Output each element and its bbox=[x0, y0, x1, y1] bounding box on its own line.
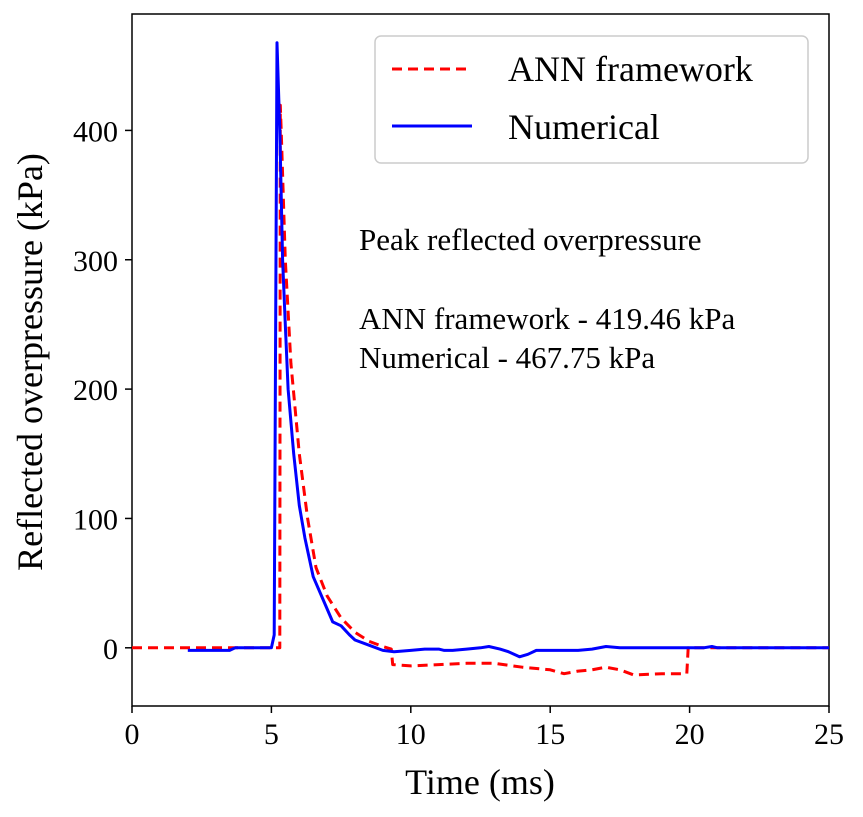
y-axis-ticks: 0 100 200 300 400 bbox=[73, 115, 132, 666]
x-tick-label: 15 bbox=[535, 718, 565, 751]
x-tick-label: 0 bbox=[125, 718, 140, 751]
y-tick-label: 300 bbox=[73, 245, 118, 278]
plot-area-frame bbox=[131, 13, 830, 707]
x-axis-ticks: 0 5 10 15 20 25 bbox=[125, 706, 844, 751]
y-axis-title: Reflected overpressure (kPa) bbox=[10, 153, 50, 571]
x-tick-label: 10 bbox=[396, 718, 426, 751]
x-axis-title: Time (ms) bbox=[405, 762, 555, 802]
series-line-ann-framework bbox=[132, 103, 829, 677]
x-tick-label: 20 bbox=[675, 718, 705, 751]
y-tick-label: 200 bbox=[73, 374, 118, 407]
series-line-numerical bbox=[187, 41, 829, 659]
legend-label-ann-framework: ANN framework bbox=[508, 49, 753, 89]
x-tick-label: 5 bbox=[264, 718, 279, 751]
annotation-numerical-value: Numerical - 467.75 kPa bbox=[359, 340, 655, 375]
annotation-ann-value: ANN framework - 419.46 kPa bbox=[359, 301, 735, 336]
y-tick-label: 0 bbox=[103, 633, 118, 666]
series-lines bbox=[132, 41, 829, 677]
y-tick-label: 400 bbox=[73, 115, 118, 148]
peak-annotation: Peak reflected overpressure ANN framewor… bbox=[359, 222, 735, 375]
legend: ANN framework Numerical bbox=[374, 35, 809, 164]
legend-box bbox=[374, 35, 809, 164]
x-tick-label: 25 bbox=[814, 718, 844, 751]
y-tick-label: 100 bbox=[73, 503, 118, 536]
legend-label-numerical: Numerical bbox=[508, 107, 660, 147]
annotation-heading: Peak reflected overpressure bbox=[359, 222, 702, 257]
